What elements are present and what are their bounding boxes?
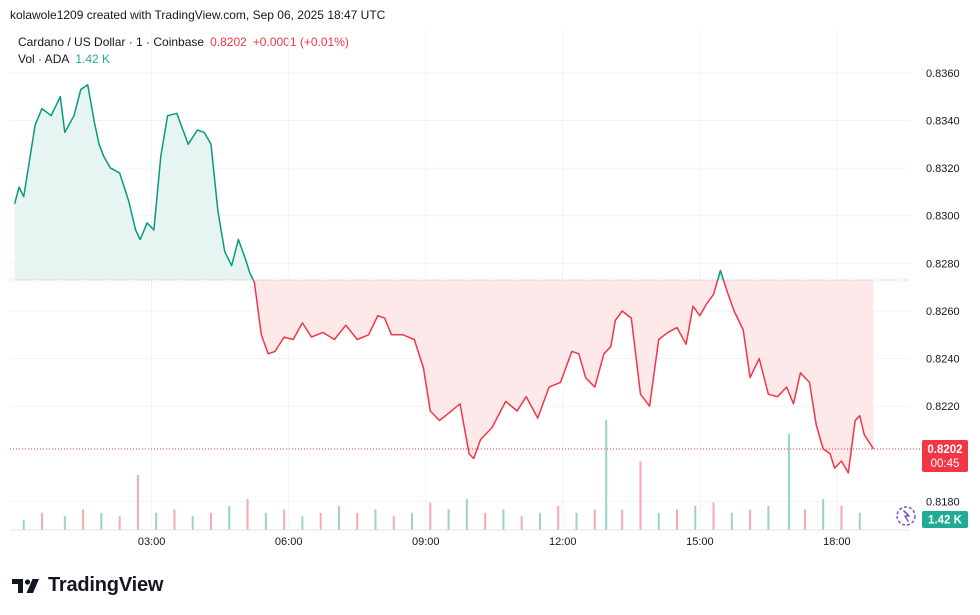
volume-bar [538,512,541,530]
volume-bar [411,512,414,530]
y-tick-label: 0.8180 [926,496,960,508]
symbol-legend: Cardano / US Dollar · 1 · Coinbase 0.8202… [18,35,349,49]
x-axis[interactable]: 03:00 06:00 09:00 12:00 15:00 18:00 [10,529,910,548]
volume-bar [484,512,487,530]
x-tick-label: 03:00 [138,536,166,548]
volume-bar [246,499,249,530]
volume-bar [694,505,697,530]
volume-bar [593,509,596,530]
tradingview-logo-text: TradingView [48,574,164,596]
volume-bar [82,509,85,530]
volume-bar [40,512,43,530]
volume-bar [118,516,121,530]
volume-bar [22,519,25,530]
volume-bar [465,499,468,530]
legend-change: +0.0001 (+0.01%) [252,35,349,49]
price-badge-bg [922,440,968,473]
volume-label[interactable]: Vol · ADA [18,52,70,66]
volume-bar [803,509,806,530]
volume-bar [374,509,377,530]
volume-bar [447,509,450,530]
y-tick-label: 0.8260 [926,306,960,318]
above-baseline-fill [14,84,724,280]
tradingview-logo[interactable]: TradingView [12,574,163,597]
volume-badge-bg [922,511,968,528]
y-axis[interactable]: 0.8360 0.8340 0.8320 0.8300 0.8280 0.8260 0.82… [926,68,960,509]
volume-bar [767,505,770,530]
y-tick-label: 0.8320 [926,163,960,175]
volume-bar [210,512,213,530]
price-line-down [252,279,875,474]
price-badge-value: 0.8202 [927,444,962,456]
volume-bar [605,420,608,530]
volume-bar [840,505,843,530]
volume-bar [657,512,660,530]
symbol-title[interactable]: Cardano / US Dollar · 1 · Coinbase [18,35,205,49]
price-badge: 0.8202 00:45 [922,440,968,473]
volume-bar [787,433,790,530]
volume-bar [822,499,825,530]
volume-bar [676,509,679,530]
volume-bar [392,516,395,530]
price-badge-countdown: 00:45 [931,458,960,470]
volume-bar [301,516,304,530]
volume-bar [730,512,733,530]
x-tick-label: 12:00 [549,536,577,548]
volume-badge-value: 1.42 K [928,515,963,527]
volume-bar [557,505,560,530]
tradingview-logo-icon [12,578,39,593]
volume-bars [22,420,861,530]
volume-bar [283,509,286,530]
below-baseline-fill [253,280,874,473]
volume-bar [639,461,642,530]
y-tick-label: 0.8240 [926,354,960,366]
volume-bar [191,516,194,530]
price-line-up [13,84,725,281]
volume-bar [502,509,505,530]
y-tick-label: 0.8220 [926,401,960,413]
x-tick-label: 06:00 [275,536,303,548]
replay-icon[interactable] [896,506,916,526]
y-tick-label: 0.8360 [926,68,960,80]
volume-bar [749,509,752,530]
volume-bar [173,509,176,530]
volume-value: 1.42 K [75,52,111,66]
volume-bar [155,512,158,530]
volume-legend: Vol · ADA 1.42 K [18,52,110,66]
volume-bar [356,512,359,530]
volume-bar [575,512,578,530]
volume-bar [520,516,523,530]
volume-bar [337,505,340,530]
x-tick-label: 18:00 [823,536,851,548]
chart-credit: kolawole1209 created with TradingView.co… [10,8,386,22]
volume-bar [429,502,432,530]
volume-bar [858,512,861,530]
legend-price: 0.8202 [210,35,247,49]
volume-bar [228,505,231,530]
volume-bar [100,512,103,530]
volume-bar [264,512,267,530]
y-tick-label: 0.8300 [926,211,960,223]
volume-bar [63,516,66,530]
price-chart[interactable]: 0.8360 0.8340 0.8320 0.8300 0.8280 0.8260 0.82… [0,0,980,560]
y-tick-label: 0.8340 [926,115,960,127]
volume-bar [621,509,624,530]
volume-bar [319,512,322,530]
volume-bar [712,502,715,530]
volume-badge: 1.42 K [922,511,968,528]
volume-bar [136,475,139,530]
x-tick-label: 09:00 [412,536,440,548]
x-tick-label: 15:00 [686,536,714,548]
y-tick-label: 0.8280 [926,258,960,270]
